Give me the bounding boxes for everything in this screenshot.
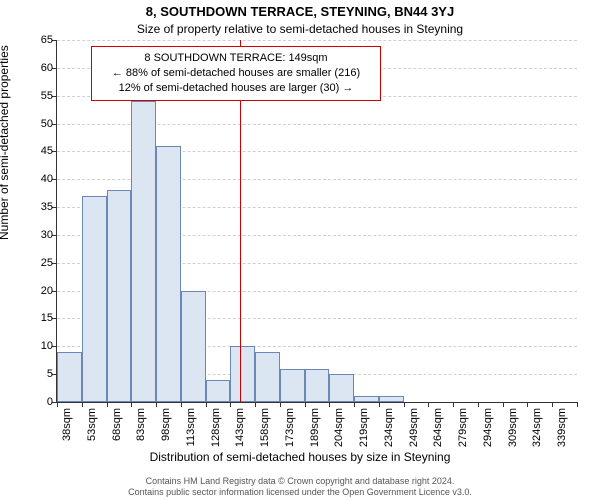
ytick-label: 55 [23, 90, 57, 102]
y-axis-label: Number of semi-detached properties [0, 45, 11, 240]
xtick-label: 234sqm [383, 408, 395, 447]
ytick-label: 60 [23, 62, 57, 74]
histogram-bar [354, 396, 379, 402]
histogram-bar [131, 101, 156, 402]
xtick-mark [305, 402, 306, 407]
xtick-mark [354, 402, 355, 407]
xtick-mark [404, 402, 405, 407]
chart-subtitle: Size of property relative to semi-detach… [0, 22, 600, 36]
histogram-bar [156, 146, 181, 402]
xtick-mark [230, 402, 231, 407]
xtick-mark [206, 402, 207, 407]
xtick-label: 128sqm [210, 408, 222, 447]
xtick-mark [478, 402, 479, 407]
xtick-label: 113sqm [185, 408, 197, 446]
ytick-label: 50 [23, 118, 57, 130]
histogram-bar [181, 291, 206, 402]
histogram-bar [57, 352, 82, 402]
footer-line-1: Contains HM Land Registry data © Crown c… [0, 476, 600, 487]
xtick-label: 173sqm [284, 408, 296, 447]
xtick-label: 68sqm [111, 408, 123, 441]
xtick-mark [552, 402, 553, 407]
ytick-label: 40 [23, 173, 57, 185]
page-title: 8, SOUTHDOWN TERRACE, STEYNING, BN44 3YJ [0, 4, 600, 19]
footer: Contains HM Land Registry data © Crown c… [0, 476, 600, 499]
xtick-label: 204sqm [333, 408, 345, 447]
info-box: 8 SOUTHDOWN TERRACE: 149sqm ← 88% of sem… [91, 46, 381, 101]
xtick-label: 294sqm [482, 408, 494, 447]
ytick-label: 20 [23, 285, 57, 297]
xtick-mark [329, 402, 330, 407]
xtick-mark [379, 402, 380, 407]
xtick-label: 219sqm [358, 408, 370, 447]
xtick-mark [156, 402, 157, 407]
xtick-label: 83sqm [135, 408, 147, 441]
xtick-mark [527, 402, 528, 407]
ytick-label: 25 [23, 257, 57, 269]
gridline [57, 40, 577, 41]
ytick-label: 35 [23, 201, 57, 213]
histogram-bar [280, 369, 305, 402]
footer-line-2: Contains public sector information licen… [0, 487, 600, 498]
xtick-mark [107, 402, 108, 407]
xtick-label: 189sqm [309, 408, 321, 447]
xtick-mark [577, 402, 578, 407]
plot-area: 0510152025303540455055606538sqm53sqm68sq… [56, 40, 577, 403]
xtick-label: 143sqm [234, 408, 246, 447]
x-axis-label: Distribution of semi-detached houses by … [0, 450, 600, 464]
xtick-mark [131, 402, 132, 407]
xtick-label: 324sqm [531, 408, 543, 447]
ytick-label: 65 [23, 34, 57, 46]
chart-container: 8, SOUTHDOWN TERRACE, STEYNING, BN44 3YJ… [0, 0, 600, 500]
ytick-label: 10 [23, 340, 57, 352]
xtick-label: 158sqm [259, 408, 271, 447]
ytick-label: 0 [23, 396, 57, 408]
xtick-label: 53sqm [86, 408, 98, 441]
xtick-mark [428, 402, 429, 407]
histogram-bar [329, 374, 354, 402]
xtick-label: 249sqm [408, 408, 420, 447]
xtick-label: 309sqm [507, 408, 519, 447]
xtick-mark [453, 402, 454, 407]
histogram-bar [379, 396, 404, 402]
ytick-label: 5 [23, 368, 57, 380]
ytick-label: 15 [23, 312, 57, 324]
info-line-3: 12% of semi-detached houses are larger (… [100, 81, 372, 96]
xtick-label: 98sqm [160, 408, 172, 441]
xtick-label: 264sqm [432, 408, 444, 447]
xtick-mark [280, 402, 281, 407]
xtick-mark [57, 402, 58, 407]
xtick-mark [82, 402, 83, 407]
xtick-mark [181, 402, 182, 407]
info-line-2: ← 88% of semi-detached houses are smalle… [100, 66, 372, 81]
xtick-label: 339sqm [556, 408, 568, 447]
xtick-label: 38sqm [61, 408, 73, 441]
histogram-bar [107, 190, 132, 402]
ytick-label: 30 [23, 229, 57, 241]
histogram-bar [255, 352, 280, 402]
info-line-1: 8 SOUTHDOWN TERRACE: 149sqm [100, 51, 372, 66]
xtick-mark [503, 402, 504, 407]
xtick-mark [255, 402, 256, 407]
ytick-label: 45 [23, 145, 57, 157]
histogram-bar [305, 369, 330, 402]
histogram-bar [206, 380, 231, 402]
histogram-bar [230, 346, 255, 402]
xtick-label: 279sqm [457, 408, 469, 447]
histogram-bar [82, 196, 107, 402]
